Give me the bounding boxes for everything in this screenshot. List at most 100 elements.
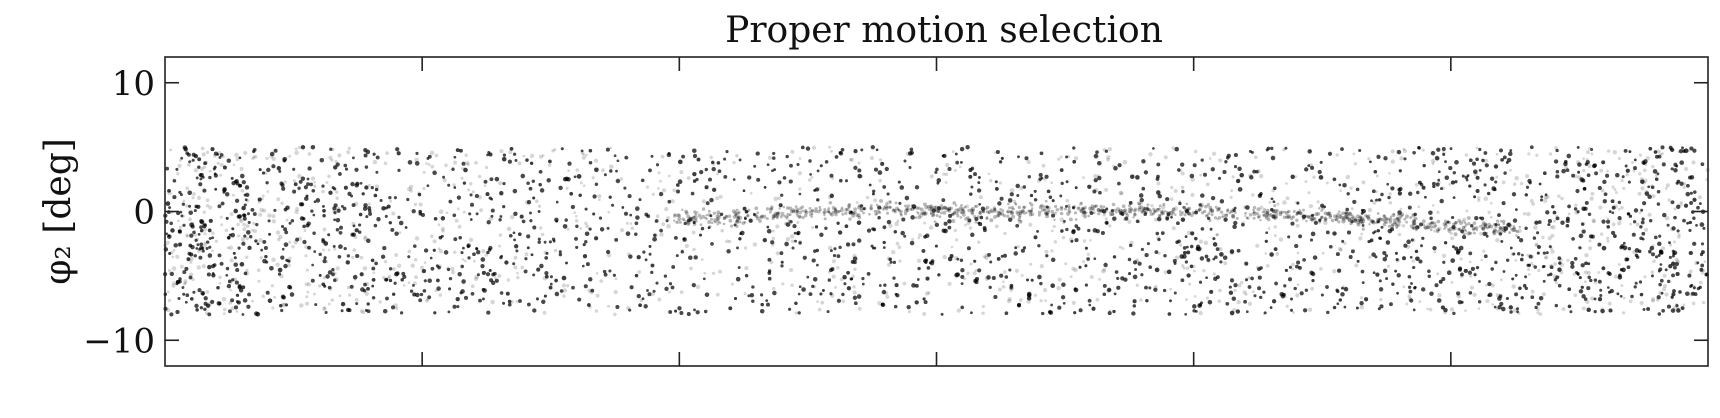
field-star-point (484, 253, 489, 257)
field-star-point (185, 234, 190, 238)
field-star-point (831, 177, 834, 180)
field-star-point (200, 167, 204, 171)
field-star-point (857, 306, 862, 311)
field-star-point (1654, 174, 1658, 178)
field-star-point (715, 292, 720, 297)
field-star-point (1256, 169, 1261, 174)
field-star-point (1039, 264, 1044, 269)
field-star-point (367, 202, 371, 206)
field-star-point (1535, 307, 1540, 312)
field-star-point (464, 153, 468, 157)
field-star-point (852, 290, 857, 295)
field-star-point (193, 168, 199, 173)
field-star-point (945, 162, 950, 168)
field-star-point (181, 214, 185, 218)
field-star-point (245, 268, 249, 272)
field-star-point (179, 159, 182, 162)
field-star-point (1673, 207, 1677, 211)
field-star-point (295, 206, 300, 212)
field-star-point (1199, 246, 1203, 250)
field-star-point (1184, 298, 1188, 302)
field-star-point (855, 201, 859, 204)
field-star-point (203, 232, 207, 236)
field-star-point (1611, 222, 1616, 227)
field-star-point (1586, 150, 1590, 155)
field-star-point (1006, 298, 1012, 304)
field-star-point (1433, 250, 1437, 254)
field-star-point (551, 149, 555, 153)
field-star-point (1199, 202, 1205, 207)
field-star-point (513, 265, 518, 270)
field-star-point (1525, 174, 1530, 179)
field-star-point (205, 311, 209, 315)
field-star-point (1332, 306, 1336, 310)
field-star-point (981, 311, 985, 316)
field-star-point (1405, 244, 1411, 250)
field-star-point (201, 264, 206, 269)
field-star-point (1414, 182, 1419, 187)
field-star-point (716, 212, 722, 217)
field-star-point (1531, 201, 1536, 206)
field-star-point (240, 188, 245, 193)
field-star-point (235, 309, 239, 313)
field-star-point (727, 239, 732, 244)
field-star-point (1658, 290, 1663, 296)
field-star-point (430, 164, 435, 169)
field-star-point (827, 245, 833, 251)
field-star-point (352, 248, 357, 252)
field-star-point (334, 159, 338, 164)
field-star-point (258, 212, 263, 217)
field-star-point (322, 276, 327, 280)
field-star-point (245, 199, 250, 203)
field-star-point (1278, 237, 1284, 242)
field-star-point (1216, 217, 1220, 221)
field-star-point (351, 255, 355, 260)
field-star-point (972, 271, 977, 276)
field-star-point (1580, 221, 1586, 227)
field-star-point (709, 155, 713, 160)
field-star-point (1676, 306, 1680, 310)
y-axis-label: φ₂ [deg] (38, 138, 79, 285)
field-star-point (1367, 157, 1371, 161)
field-star-point (294, 209, 299, 215)
field-star-point (950, 245, 954, 249)
field-star-point (513, 255, 518, 260)
field-star-point (1566, 258, 1570, 263)
field-star-point (1517, 228, 1522, 233)
field-star-point (1441, 253, 1447, 258)
field-star-point (1323, 220, 1328, 226)
field-star-point (417, 211, 422, 216)
field-star-point (1102, 147, 1107, 152)
field-star-point (1452, 245, 1456, 249)
field-star-point (1043, 208, 1047, 212)
field-star-point (851, 274, 855, 278)
field-star-point (1672, 305, 1678, 311)
field-star-point (928, 225, 934, 230)
field-star-point (1275, 251, 1280, 256)
field-star-point (259, 207, 264, 213)
field-star-point (524, 200, 530, 205)
field-star-point (853, 267, 857, 272)
field-star-point (841, 299, 846, 304)
field-star-point (261, 194, 265, 198)
field-star-point (193, 233, 197, 237)
field-star-point (1251, 193, 1255, 197)
field-star-point (834, 285, 837, 289)
field-star-point (1576, 175, 1582, 180)
field-star-point (186, 162, 191, 167)
field-star-point (1229, 250, 1235, 256)
field-star-point (425, 162, 428, 165)
field-star-point (1697, 195, 1702, 200)
field-star-point (271, 156, 276, 162)
field-star-point (449, 200, 453, 204)
field-star-point (330, 158, 334, 162)
field-star-point (1682, 185, 1686, 189)
field-star-point (359, 272, 364, 276)
field-star-point (191, 196, 195, 200)
field-star-point (477, 195, 483, 200)
field-star-point (1251, 290, 1255, 294)
field-star-point (1514, 258, 1518, 262)
field-star-point (1308, 148, 1312, 153)
field-star-point (208, 169, 212, 173)
field-star-point (245, 236, 250, 241)
